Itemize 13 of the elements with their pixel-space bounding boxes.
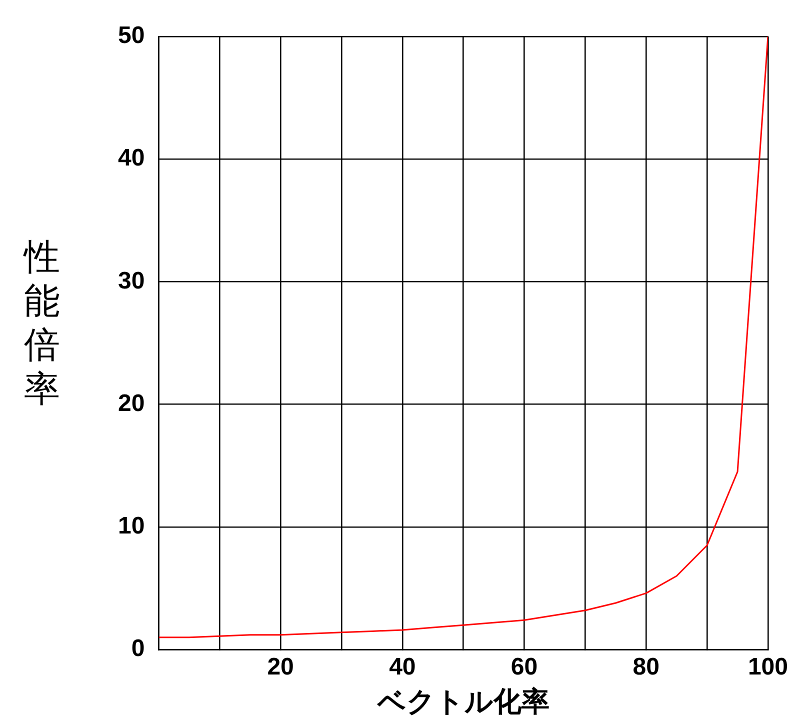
x-tick-label: 60 xyxy=(510,654,538,681)
y-axis-title: 性能倍率 xyxy=(22,236,61,412)
y-tick-label: 20 xyxy=(118,390,145,417)
y-tick-label: 40 xyxy=(118,144,145,172)
y-tick-label: 10 xyxy=(118,512,145,540)
x-tick-label: 80 xyxy=(632,654,660,681)
y-tick-label: 30 xyxy=(118,267,145,294)
y-tick-label: 50 xyxy=(118,22,145,50)
x-tick-label: 100 xyxy=(748,654,788,681)
x-axis-title: ベクトル化率 xyxy=(376,686,550,717)
y-tick-label: 0 xyxy=(131,635,145,662)
x-tick-label: 40 xyxy=(389,654,416,681)
x-tick-label: 20 xyxy=(267,654,294,681)
